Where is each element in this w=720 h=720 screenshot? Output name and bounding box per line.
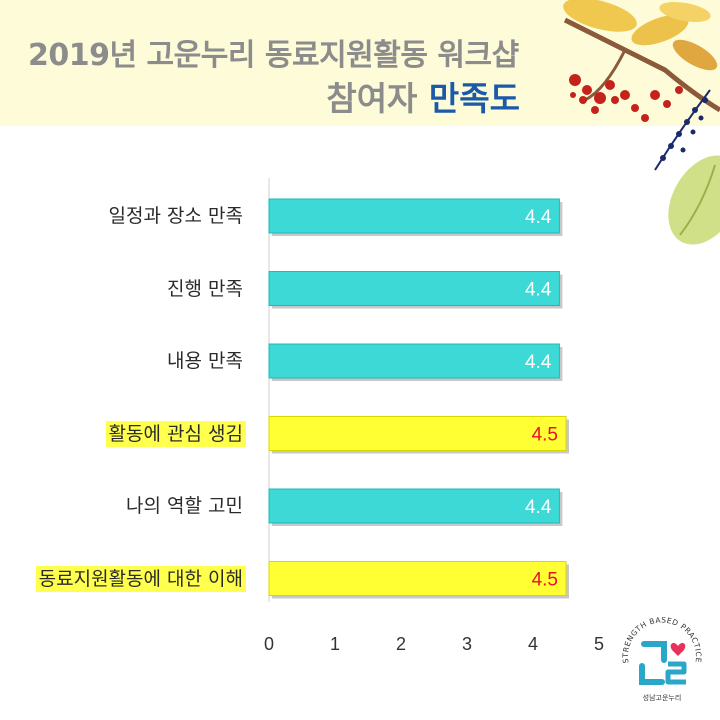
bar <box>268 343 560 379</box>
x-tick-label: 5 <box>594 634 604 654</box>
leaf-branch-decoration-icon <box>563 0 720 245</box>
bar-value-label: 4.5 <box>532 425 558 446</box>
bar-value-label: 4.4 <box>525 352 552 373</box>
svg-text:성남고운누리: 성남고운누리 <box>643 693 682 702</box>
category-label: 나의 역할 고민 <box>126 495 243 517</box>
category-label: 내용 만족 <box>167 350 243 372</box>
bar-value-label: 4.4 <box>525 207 552 228</box>
category-label: 진행 만족 <box>167 277 243 300</box>
bar-value-label: 4.4 <box>525 280 552 301</box>
bar-value-label: 4.4 <box>525 497 552 518</box>
category-label: 동료지원활동에 대한 이해 <box>35 565 246 592</box>
strength-based-practice-logo: STRENGTH BASED PRACTICE 성남고운누리 <box>618 615 706 706</box>
category-label: 활동에 관심 생김 <box>105 420 246 447</box>
title-accent: 만족도 <box>428 79 520 118</box>
bar-value-label: 4.5 <box>532 570 558 591</box>
x-tick-label: 4 <box>528 634 538 654</box>
bar <box>268 198 560 234</box>
bar <box>268 561 567 596</box>
x-tick-label: 2 <box>396 634 406 654</box>
category-label: 일정과 장소 만족 <box>108 205 243 227</box>
x-tick-label: 0 <box>264 634 274 654</box>
title-plain: 참여자 <box>326 79 429 118</box>
bar <box>268 488 560 524</box>
x-tick-label: 3 <box>462 634 472 654</box>
title-line-1: 2019년 고운누리 동료지원활동 워크샵 <box>28 38 519 73</box>
bar <box>268 271 560 306</box>
bar <box>268 416 567 451</box>
title-line-2: 참여자 만족도 <box>326 72 520 120</box>
x-tick-label: 1 <box>330 634 340 654</box>
